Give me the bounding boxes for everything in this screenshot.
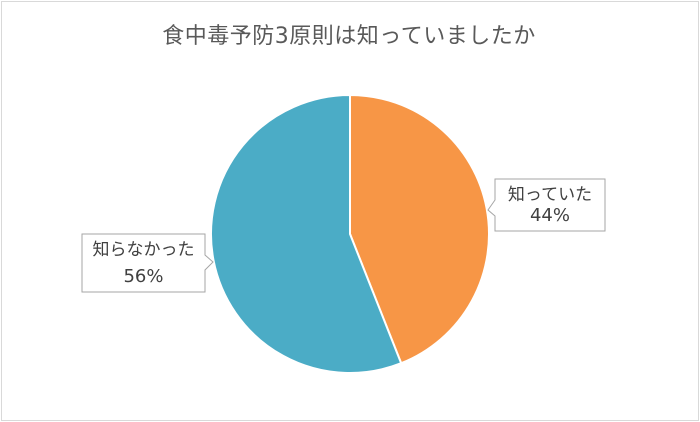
slice-percent: 44%: [530, 205, 570, 226]
pie-slice-1: [210, 93, 403, 374]
slice-label: 知っていた: [508, 185, 592, 205]
label-box: [487, 178, 606, 232]
chart-title: 食中毒予防3原則は知っていましたか: [162, 24, 536, 49]
label-box: [81, 233, 214, 293]
data-label-1: 知らなかった 56%: [81, 233, 214, 293]
pie-slice-0: [349, 93, 490, 365]
slice-label: 知らなかった: [93, 240, 195, 260]
slice-percent: 56%: [123, 266, 163, 287]
